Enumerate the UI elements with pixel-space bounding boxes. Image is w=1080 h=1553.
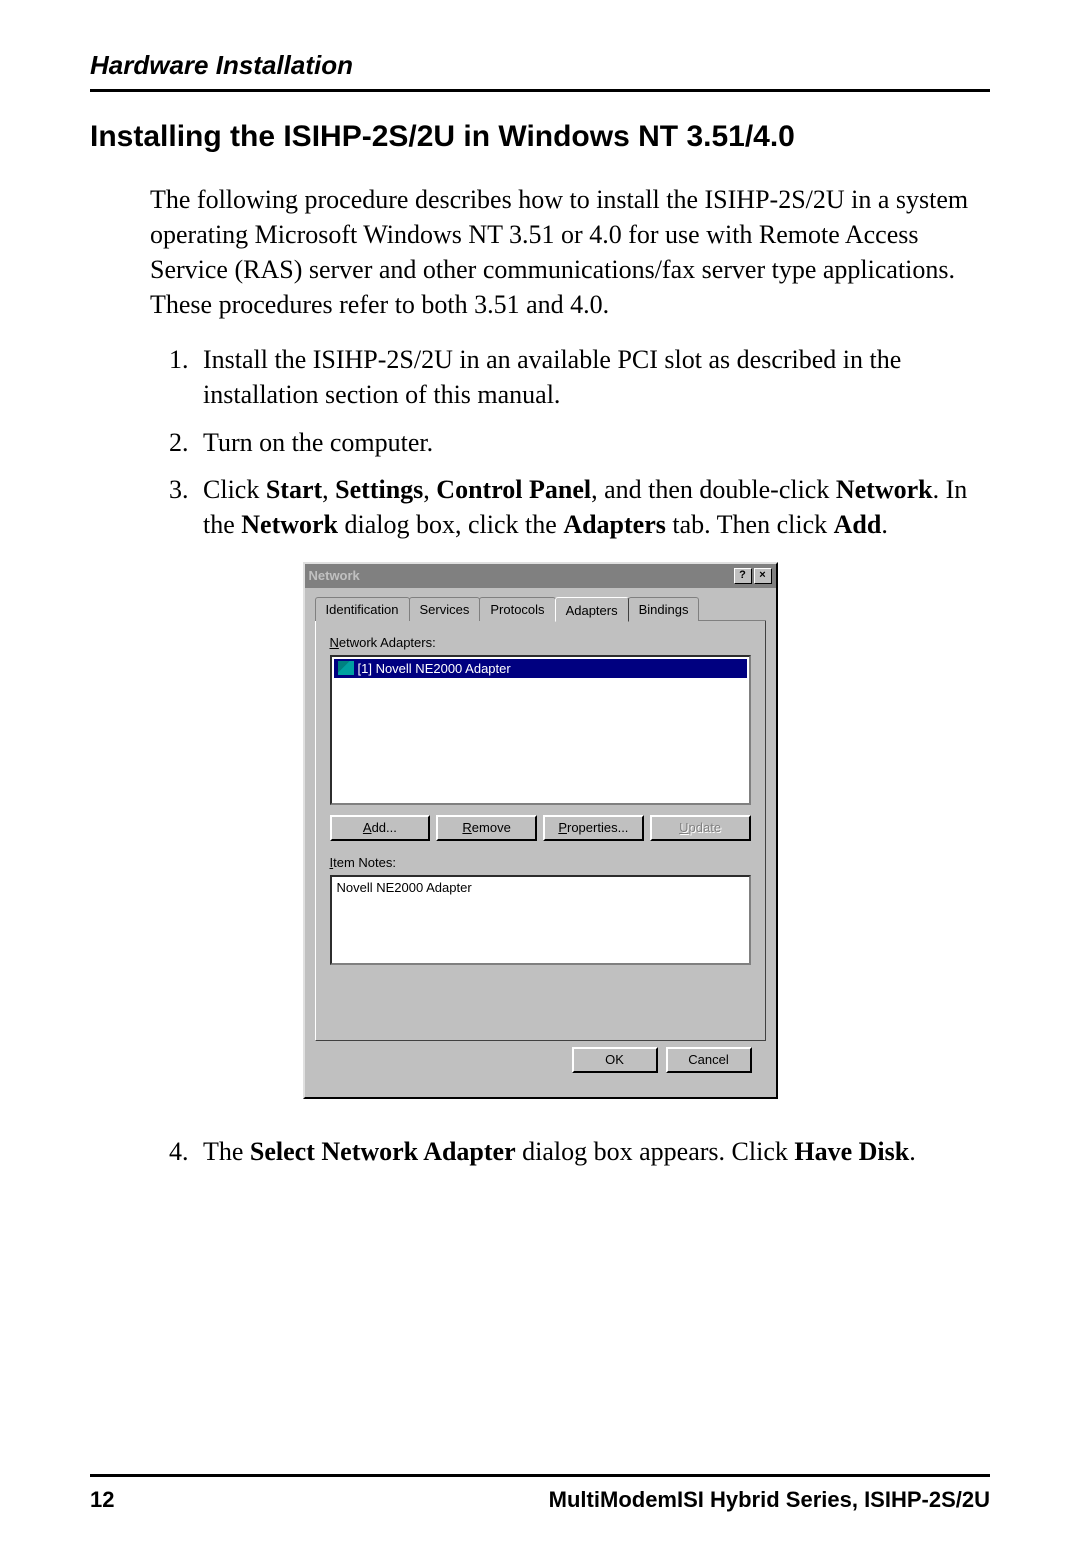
tab-adapters[interactable]: Adapters [555, 597, 629, 622]
step4-text: . [909, 1137, 916, 1166]
dialog-screenshot: Network ? × Identification Services Prot… [90, 562, 990, 1099]
step3-text: tab. Then click [666, 510, 834, 539]
properties-button[interactable]: Properties... [543, 815, 644, 841]
step-2: Turn on the computer. [195, 425, 990, 460]
step3-bold-start: Start [266, 475, 322, 504]
list-item[interactable]: [1] Novell NE2000 Adapter [334, 659, 747, 678]
update-button: Update [650, 815, 751, 841]
adapters-panel: Network Adapters: [1] Novell NE2000 Adap… [315, 621, 766, 1041]
step-1: Install the ISIHP-2S/2U in an available … [195, 342, 990, 412]
btn-ul: A [363, 820, 372, 835]
step3-text: Click [203, 475, 266, 504]
header-section-title: Hardware Installation [90, 50, 990, 92]
list-item-text: [1] Novell NE2000 Adapter [358, 661, 511, 676]
step3-text: . [881, 510, 888, 539]
btn-rest: emove [472, 820, 511, 835]
titlebar-buttons: ? × [734, 568, 772, 584]
adapter-icon [338, 661, 354, 675]
close-button[interactable]: × [754, 568, 772, 584]
step3-text: , and then double-click [591, 475, 836, 504]
adapters-listbox[interactable]: [1] Novell NE2000 Adapter [330, 655, 751, 805]
tab-services[interactable]: Services [409, 597, 481, 621]
step4-text: dialog box appears. Click [516, 1137, 795, 1166]
remove-button[interactable]: Remove [436, 815, 537, 841]
step3-bold-network: Network [836, 475, 933, 504]
help-button[interactable]: ? [734, 568, 752, 584]
main-heading: Installing the ISIHP-2S/2U in Windows NT… [90, 120, 990, 154]
tabs-row: Identification Services Protocols Adapte… [315, 596, 766, 621]
step3-text: , [322, 475, 335, 504]
label-rest: etwork Adapters: [339, 635, 436, 650]
titlebar: Network ? × [305, 564, 776, 588]
step3-bold-settings: Settings [335, 475, 423, 504]
network-dialog: Network ? × Identification Services Prot… [303, 562, 778, 1099]
steps-list: Install the ISIHP-2S/2U in an available … [150, 342, 990, 541]
label-rest: tem Notes: [333, 855, 396, 870]
btn-ul: R [462, 820, 471, 835]
step3-bold-cp: Control Panel [436, 475, 591, 504]
step3-bold-add: Add [834, 510, 882, 539]
dialog-title: Network [309, 568, 360, 583]
notes-box: Novell NE2000 Adapter [330, 875, 751, 965]
btn-rest: pdate [689, 820, 722, 835]
notes-label: Item Notes: [330, 855, 751, 870]
add-button[interactable]: Add... [330, 815, 431, 841]
cancel-button[interactable]: Cancel [666, 1047, 752, 1073]
step3-text: dialog box, click the [338, 510, 563, 539]
tab-identification[interactable]: Identification [315, 597, 410, 621]
step3-bold-network2: Network [241, 510, 338, 539]
step4-text: The [203, 1137, 250, 1166]
label-ul: N [330, 635, 339, 650]
page-footer: 12 MultiModemISI Hybrid Series, ISIHP-2S… [90, 1474, 990, 1513]
step-3: Click Start, Settings, Control Panel, an… [195, 472, 990, 542]
tab-bindings[interactable]: Bindings [628, 597, 700, 621]
tab-protocols[interactable]: Protocols [479, 597, 555, 621]
step-4: The Select Network Adapter dialog box ap… [195, 1134, 990, 1169]
button-row: Add... Remove Properties... Update [330, 815, 751, 841]
btn-ul: U [679, 820, 688, 835]
step3-text: , [423, 475, 436, 504]
ok-button[interactable]: OK [572, 1047, 658, 1073]
adapters-list-label: Network Adapters: [330, 635, 751, 650]
dialog-body: Identification Services Protocols Adapte… [305, 588, 776, 1097]
intro-paragraph: The following procedure describes how to… [150, 182, 990, 322]
step4-bold-sna: Select Network Adapter [250, 1137, 516, 1166]
steps-list-cont: The Select Network Adapter dialog box ap… [150, 1134, 990, 1169]
page-number: 12 [90, 1487, 114, 1513]
footer-title: MultiModemISI Hybrid Series, ISIHP-2S/2U [549, 1487, 990, 1513]
btn-rest: roperties... [567, 820, 628, 835]
dialog-footer: OK Cancel [315, 1041, 766, 1087]
step3-bold-adapters: Adapters [563, 510, 666, 539]
btn-ul: P [558, 820, 567, 835]
btn-rest: dd... [372, 820, 397, 835]
step4-bold-havedisk: Have Disk [794, 1137, 909, 1166]
